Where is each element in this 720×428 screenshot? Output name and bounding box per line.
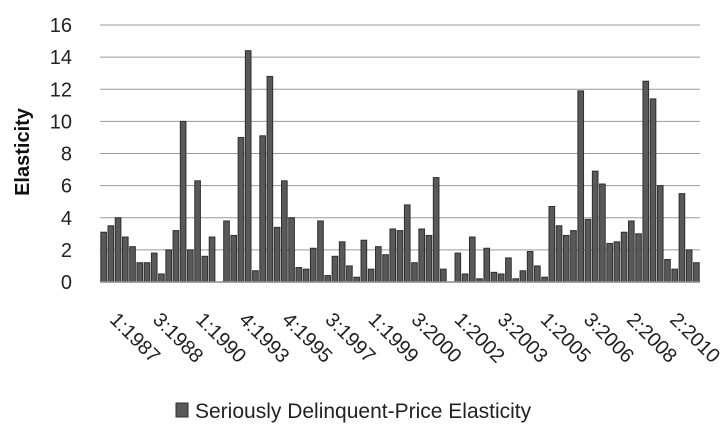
bar	[295, 267, 303, 283]
bar	[114, 217, 122, 283]
x-tick-labels: 1:19873:19881:19904:19934:19953:19971:19…	[105, 309, 720, 368]
bar	[628, 220, 635, 283]
y-tick-label: 8	[61, 144, 72, 166]
legend-swatch	[175, 402, 189, 418]
bar	[562, 234, 570, 283]
bar	[606, 242, 613, 283]
bar	[194, 180, 201, 283]
bar	[121, 236, 129, 283]
gridlines	[100, 24, 700, 251]
bar	[497, 273, 505, 283]
y-tick-label: 4	[61, 208, 72, 230]
bar	[223, 220, 230, 283]
bar	[461, 273, 469, 283]
bar	[331, 255, 339, 283]
bar	[613, 241, 621, 283]
y-tick-label: 2	[61, 240, 72, 262]
bar	[642, 80, 650, 283]
bar	[244, 50, 252, 283]
bar	[577, 90, 585, 283]
bar	[678, 193, 686, 283]
bar	[165, 249, 173, 283]
bar	[664, 259, 671, 283]
bar	[432, 177, 440, 283]
bar	[490, 271, 498, 283]
legend: Seriously Delinquent-Price Elasticity	[175, 400, 532, 423]
bars	[100, 50, 700, 283]
bar	[367, 268, 375, 283]
bar	[172, 230, 180, 283]
bar	[266, 75, 274, 283]
y-tick-label: 10	[50, 111, 72, 133]
bar	[555, 225, 563, 283]
legend-label: Seriously Delinquent-Price Elasticity	[195, 400, 532, 423]
bar	[129, 246, 136, 283]
bar	[454, 252, 462, 283]
bar	[324, 275, 332, 283]
bar	[150, 252, 158, 283]
bar	[374, 246, 382, 283]
y-tick-labels: 0 2 4 6 8 10 12 14 16	[50, 15, 72, 294]
bar	[396, 230, 404, 283]
bar	[389, 228, 397, 283]
bar	[179, 120, 187, 283]
y-axis-title: Elasticity	[12, 107, 34, 196]
bar	[570, 230, 577, 283]
bar	[100, 231, 107, 283]
bar	[143, 262, 151, 283]
bar	[317, 220, 324, 283]
bar	[288, 217, 295, 283]
bar	[418, 228, 426, 283]
bar	[693, 262, 700, 283]
bar	[403, 204, 411, 283]
bar	[259, 135, 266, 283]
bar	[230, 234, 238, 283]
bar	[425, 234, 433, 283]
bar	[635, 233, 642, 283]
bar	[649, 98, 657, 283]
bar	[158, 273, 165, 283]
bar	[534, 265, 541, 283]
bar	[411, 262, 418, 283]
bar	[107, 225, 115, 283]
bar	[584, 218, 592, 283]
y-tick-label: 14	[50, 47, 72, 69]
bar	[505, 257, 512, 283]
bar	[382, 254, 389, 283]
y-tick-label: 6	[61, 176, 72, 198]
bar	[237, 136, 245, 283]
bar	[483, 247, 491, 283]
bar	[201, 255, 209, 283]
bar	[136, 262, 144, 283]
bar	[281, 180, 288, 283]
bar	[440, 268, 447, 283]
bar	[273, 226, 281, 283]
y-tick-label: 12	[50, 79, 72, 101]
bar	[346, 265, 353, 283]
bar	[591, 170, 599, 283]
bar	[685, 249, 693, 283]
bar	[468, 236, 476, 283]
bar	[187, 249, 194, 283]
bar	[360, 239, 368, 283]
bar	[526, 250, 534, 283]
bar	[548, 206, 556, 283]
bar	[302, 268, 310, 283]
y-tick-label: 16	[50, 15, 72, 37]
bar	[338, 241, 346, 283]
bar	[252, 270, 259, 283]
bar	[208, 236, 216, 283]
bar	[309, 247, 317, 283]
bar	[656, 185, 664, 283]
bar	[671, 268, 679, 283]
bar	[620, 231, 628, 283]
bar	[519, 270, 527, 283]
y-tick-label: 0	[61, 272, 72, 294]
bar	[599, 183, 606, 283]
